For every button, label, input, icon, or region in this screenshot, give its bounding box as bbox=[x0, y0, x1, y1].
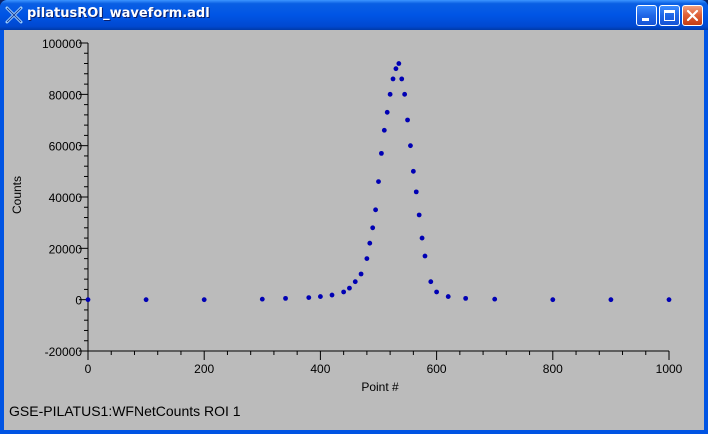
x-axis-label: Point # bbox=[361, 380, 399, 394]
x-tick-label: 800 bbox=[543, 362, 563, 376]
data-point bbox=[550, 297, 556, 303]
data-point bbox=[85, 297, 91, 303]
data-point bbox=[384, 109, 390, 115]
data-point bbox=[396, 61, 402, 66]
y-tick-label: 60000 bbox=[49, 140, 83, 154]
data-point bbox=[608, 297, 614, 303]
x-axis-ticks: 0 200 400 600 800 1000 bbox=[85, 351, 683, 376]
data-point bbox=[393, 66, 399, 72]
data-point bbox=[405, 117, 410, 123]
data-point bbox=[402, 91, 408, 97]
pv-name-label: GSE-PILATUS1:WFNetCounts ROI 1 bbox=[9, 403, 241, 419]
window-title: pilatusROI_waveform.adl bbox=[27, 6, 210, 21]
y-tick-label: 80000 bbox=[49, 88, 83, 102]
data-point bbox=[329, 292, 335, 298]
y-axis-ticks: -20000 0 20000 40000 60000 80000 100000 bbox=[42, 37, 88, 359]
maximize-button[interactable] bbox=[659, 5, 680, 26]
data-point bbox=[492, 296, 498, 302]
data-point bbox=[373, 207, 378, 213]
data-point bbox=[358, 271, 364, 277]
y-tick-label: 0 bbox=[75, 294, 82, 308]
y-tick-label: 100000 bbox=[42, 37, 82, 51]
y-axis-label: Counts bbox=[10, 176, 24, 214]
data-point bbox=[666, 297, 672, 303]
data-point bbox=[381, 127, 387, 133]
data-point bbox=[445, 294, 451, 299]
data-point bbox=[341, 289, 347, 295]
data-point bbox=[408, 143, 413, 149]
data-point bbox=[428, 279, 434, 285]
close-button[interactable] bbox=[682, 5, 703, 26]
x-tick-label: 600 bbox=[427, 362, 447, 376]
data-point bbox=[143, 297, 149, 303]
data-point bbox=[416, 212, 422, 218]
data-point bbox=[399, 76, 405, 82]
data-points bbox=[85, 61, 672, 303]
minimize-button[interactable] bbox=[636, 5, 657, 26]
data-point bbox=[318, 294, 323, 299]
x-tick-label: 400 bbox=[310, 362, 330, 376]
app-x-icon bbox=[5, 6, 23, 24]
plot-panel: -20000 0 20000 40000 60000 80000 100000 0 200 40… bbox=[4, 30, 704, 430]
data-point bbox=[283, 295, 288, 301]
data-point bbox=[367, 240, 373, 246]
minimize-icon bbox=[642, 18, 649, 21]
data-point bbox=[390, 76, 396, 82]
data-point bbox=[347, 285, 352, 291]
x-tick-label: 200 bbox=[194, 362, 214, 376]
data-point bbox=[352, 279, 358, 285]
x-tick-label: 0 bbox=[85, 362, 92, 376]
data-point bbox=[419, 235, 425, 241]
data-point bbox=[201, 297, 207, 303]
window-bottom-border bbox=[0, 430, 708, 434]
title-bar[interactable]: pilatusROI_waveform.adl bbox=[0, 0, 708, 30]
data-point bbox=[259, 296, 265, 302]
maximize-icon bbox=[664, 10, 675, 21]
data-point bbox=[422, 253, 428, 259]
data-point bbox=[410, 168, 416, 174]
y-tick-label: -20000 bbox=[45, 345, 83, 359]
data-point bbox=[376, 179, 381, 185]
data-point bbox=[306, 295, 312, 301]
data-point bbox=[387, 91, 393, 97]
data-point bbox=[434, 289, 439, 295]
close-icon bbox=[686, 9, 699, 22]
y-tick-label: 40000 bbox=[49, 191, 83, 205]
data-point bbox=[364, 256, 370, 261]
data-point bbox=[370, 225, 376, 231]
data-point bbox=[413, 189, 419, 195]
x-tick-label: 1000 bbox=[656, 362, 683, 376]
data-point bbox=[463, 295, 469, 301]
y-tick-label: 20000 bbox=[49, 242, 83, 256]
data-point bbox=[379, 150, 384, 156]
